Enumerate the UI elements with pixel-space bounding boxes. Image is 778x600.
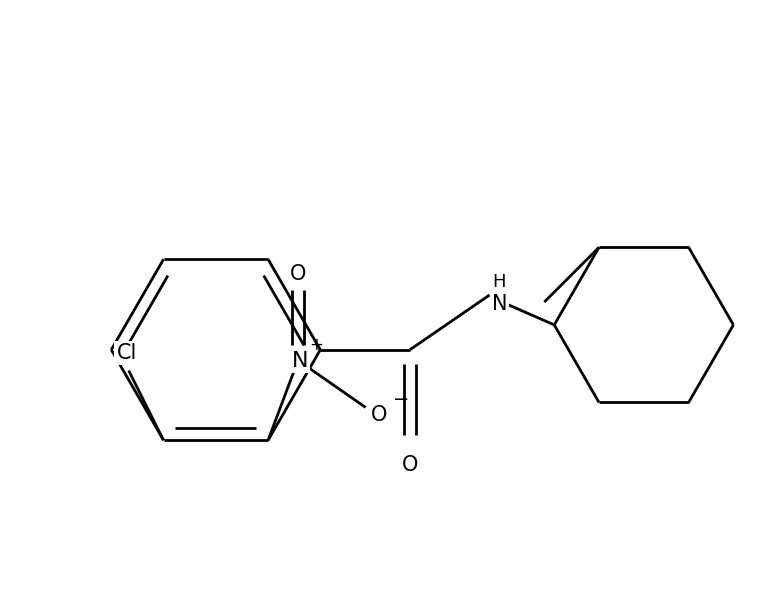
Text: N: N (292, 350, 308, 371)
Text: Cl: Cl (117, 343, 137, 362)
Text: O: O (401, 455, 418, 475)
Text: O: O (289, 264, 306, 284)
Text: H: H (492, 273, 506, 291)
Text: O: O (371, 406, 387, 425)
Text: N: N (492, 294, 507, 314)
Text: −: − (393, 390, 410, 409)
Text: +: + (309, 336, 323, 354)
